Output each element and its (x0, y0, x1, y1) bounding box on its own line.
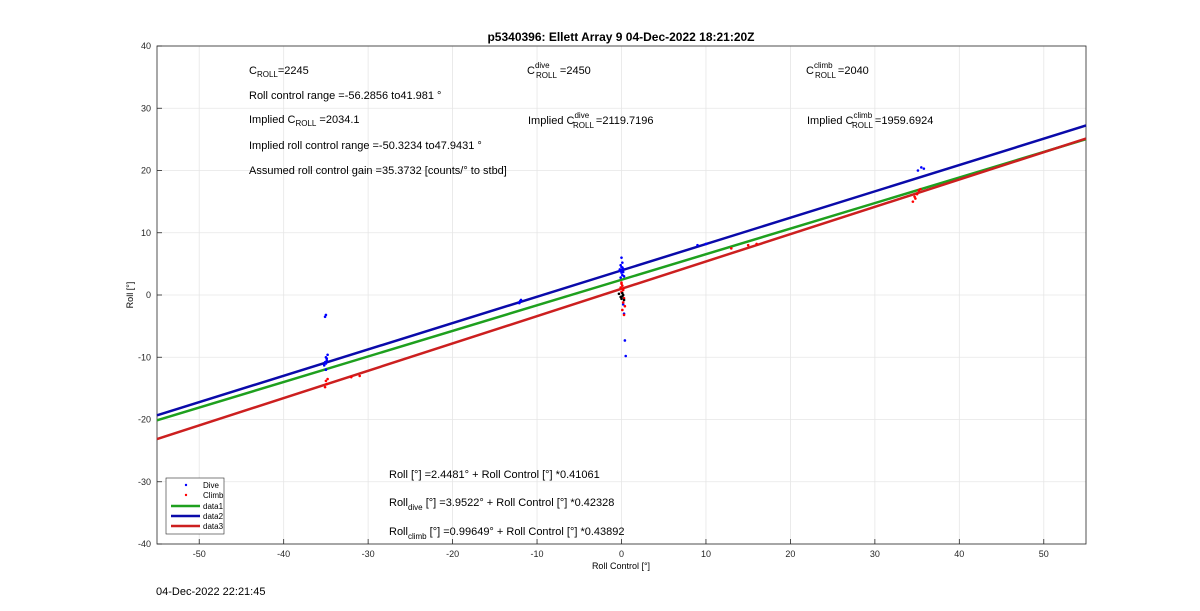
dive-point (621, 303, 625, 306)
chart-title: p5340396: Ellett Array 9 04-Dec-2022 18:… (487, 30, 754, 44)
climb-point (620, 282, 623, 286)
legend-label-data3: data3 (203, 522, 224, 531)
footer-timestamp: 04-Dec-2022 22:21:45 (156, 586, 266, 598)
climb-point (729, 247, 733, 250)
x-tick-label: 40 (954, 549, 964, 559)
c-roll-annotation: CROLL=2245 (249, 65, 309, 79)
climb-point (622, 296, 626, 300)
annotations: CROLL=2245 Cdive ROLL =2450 Cclimb ROLL =204… (249, 61, 933, 541)
fit-equation-all: Roll [°] =2.4481° + Roll Control [°] *0.… (389, 469, 600, 481)
dive-point (922, 167, 926, 170)
dive-point (622, 275, 626, 278)
y-tick-label: -20 (138, 415, 151, 425)
dive-point (325, 359, 329, 362)
dive-point (920, 166, 923, 169)
dive-point (322, 364, 326, 367)
climb-point (621, 308, 624, 312)
legend: Dive Climb data1 data2 data3 (165, 477, 225, 535)
climb-point (325, 382, 329, 386)
y-tick-label: -10 (138, 352, 151, 362)
climb-point (621, 287, 625, 291)
climb-point (919, 187, 922, 191)
dive-point (621, 261, 624, 264)
dive-point (518, 301, 521, 305)
climb-point (911, 200, 915, 203)
y-tick-label: -30 (138, 477, 151, 487)
y-tick-label: 10 (141, 228, 151, 238)
dive-point (323, 315, 327, 319)
dive-point (704, 242, 708, 246)
black-point (622, 298, 626, 302)
y-axis-label: Roll [°] (125, 282, 135, 309)
climb-point (622, 313, 626, 317)
black-point (621, 291, 624, 295)
legend-label-dive: Dive (203, 481, 220, 490)
x-tick-label: 0 (619, 549, 624, 559)
implied-c-roll-climb-annotation: Implied Cclimb ROLL =1959.6924 (807, 111, 933, 130)
legend-label-climb: Climb (203, 491, 224, 500)
dive-point (621, 266, 624, 269)
black-point (617, 292, 621, 296)
y-tick-label: 40 (141, 41, 151, 51)
x-tick-label: 50 (1039, 549, 1049, 559)
dive-point (696, 243, 699, 247)
x-tick-label: -20 (446, 549, 459, 559)
dive-point (620, 256, 623, 259)
dive-point (621, 270, 625, 274)
dive-point (623, 339, 627, 342)
implied-c-roll-annotation: Implied CROLL =2034.1 (249, 114, 360, 128)
dive-point (324, 362, 328, 365)
climb-point (324, 379, 328, 383)
y-tick-label: 30 (141, 103, 151, 113)
climb-point (323, 385, 327, 389)
dive-point (624, 354, 628, 358)
x-tick-label: -10 (531, 549, 544, 559)
dive-point (618, 268, 622, 271)
x-tick-label: -40 (277, 549, 290, 559)
dive-point (326, 353, 329, 357)
climb-point (358, 374, 361, 378)
axis-ticks: -50 -40 -30 -20 -10 0 10 20 30 40 50 -40 -30 -20 -10 0 1… (138, 41, 1049, 559)
fit-equation-climb: Rollclimb [°] =0.99649° + Roll Control [… (389, 526, 625, 541)
x-tick-label: -50 (193, 549, 206, 559)
dive-point (325, 357, 329, 360)
legend-label-data1: data1 (203, 502, 224, 511)
x-tick-label: -30 (362, 549, 375, 559)
dive-point (519, 298, 523, 302)
x-axis-label: Roll Control [°] (592, 561, 650, 571)
dive-point (619, 276, 622, 279)
climb-point (755, 242, 758, 246)
climb-point (915, 192, 919, 196)
data-points (322, 166, 926, 389)
c-roll-dive-annotation: Cdive ROLL =2450 (527, 61, 591, 80)
implied-range-annotation: Implied roll control range =-50.3234 to4… (249, 140, 482, 152)
fit-line-data1 (156, 137, 1087, 422)
x-tick-label: 30 (870, 549, 880, 559)
legend-marker-climb (184, 493, 188, 497)
climb-point (623, 304, 627, 308)
gain-annotation: Assumed roll control gain =35.3732 [coun… (249, 165, 507, 177)
climb-point (621, 301, 625, 304)
y-tick-label: 0 (146, 290, 151, 300)
x-tick-label: 10 (701, 549, 711, 559)
y-tick-label: -40 (138, 539, 151, 549)
y-tick-label: 20 (141, 166, 151, 176)
black-point (619, 295, 622, 299)
dive-point (324, 368, 328, 372)
fit-equation-dive: Rolldive [°] =3.9522° + Roll Control [°]… (389, 497, 614, 512)
climb-point (619, 286, 622, 289)
x-tick-label: 20 (785, 549, 795, 559)
legend-label-data2: data2 (203, 512, 224, 521)
climb-point (349, 375, 353, 379)
c-roll-climb-annotation: Cclimb ROLL =2040 (806, 61, 869, 80)
dive-point (916, 169, 920, 172)
climb-point (326, 377, 329, 381)
implied-c-roll-dive-annotation: Implied Cdive ROLL =2119.7196 (528, 111, 654, 130)
climb-point (913, 195, 916, 198)
climb-point (746, 243, 750, 247)
roll-control-range-annotation: Roll control range =-56.2856 to41.981 ° (249, 90, 441, 102)
legend-marker-dive (184, 483, 188, 487)
fit-line-data3 (156, 137, 1087, 441)
